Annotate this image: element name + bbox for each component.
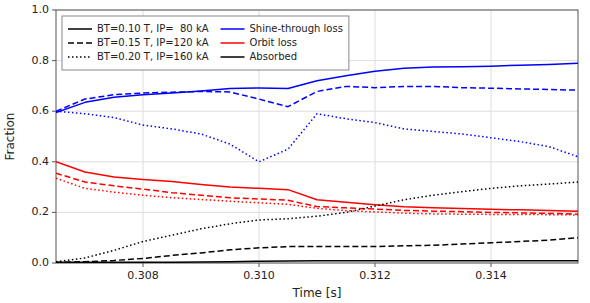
legend-label: Absorbed	[250, 51, 297, 62]
tick-mark	[52, 161, 56, 162]
tick-label: 0.312	[359, 269, 391, 282]
y-axis-label: Fraction	[3, 113, 17, 161]
tick-mark	[52, 60, 56, 61]
tick-mark	[52, 111, 56, 112]
line	[56, 162, 578, 211]
line	[56, 182, 578, 262]
legend-swatch	[221, 56, 245, 58]
legend-swatch	[68, 56, 92, 58]
tick-mark	[52, 263, 56, 264]
tick-label: 0.310	[243, 269, 275, 282]
legend-swatch	[68, 42, 92, 44]
line	[56, 173, 578, 214]
tick-label: 0.314	[475, 269, 507, 282]
axes: 0.0 0.2 0.4 0.6 0.8 1.0 0.308 0.310 0.312 0.314	[32, 3, 579, 282]
tick-label: 0.4	[32, 155, 50, 168]
line	[56, 63, 578, 112]
plot-frame	[56, 10, 578, 263]
grid-line	[56, 161, 578, 162]
legend-label: Shine-through loss	[250, 23, 343, 34]
legend: BT=0.10 T, IP= 80 kA BT=0.15 T, IP=120 kA…	[62, 16, 349, 70]
line	[56, 238, 578, 263]
tick-label: 0.308	[127, 269, 159, 282]
x-axis-label: Time [s]	[292, 286, 342, 300]
tick-mark	[52, 10, 56, 11]
grid-line	[491, 10, 492, 263]
legend-swatch	[221, 28, 245, 30]
grid-line	[375, 10, 376, 263]
tick-label: 0.0	[32, 256, 50, 269]
legend-label: BT=0.10 T, IP= 80 kA	[97, 23, 209, 34]
line	[56, 261, 578, 263]
line	[56, 86, 578, 111]
tick-mark	[375, 263, 376, 267]
plot-background	[56, 10, 578, 263]
tick-label: 0.2	[32, 205, 50, 218]
legend-label: Orbit loss	[250, 37, 298, 48]
tick-mark	[491, 263, 492, 267]
legend-frame	[62, 16, 349, 70]
tick-label: 1.0	[32, 3, 50, 16]
legend-label: BT=0.15 T, IP=120 kA	[97, 37, 209, 48]
series-lines	[56, 63, 578, 262]
grid-line	[56, 111, 578, 112]
tick-mark	[143, 263, 144, 267]
legend-swatch	[221, 42, 245, 44]
legend-swatch	[68, 28, 92, 30]
line	[56, 178, 578, 215]
tick-label: 0.6	[32, 104, 50, 117]
tick-mark	[259, 263, 260, 267]
line	[56, 111, 578, 162]
legend-label: BT=0.20 T, IP=160 kA	[97, 51, 209, 62]
tick-mark	[52, 212, 56, 213]
chart: 0.0 0.2 0.4 0.6 0.8 1.0 0.308 0.310 0.312 0.314 Ti…	[0, 0, 590, 303]
tick-label: 0.8	[32, 54, 50, 67]
